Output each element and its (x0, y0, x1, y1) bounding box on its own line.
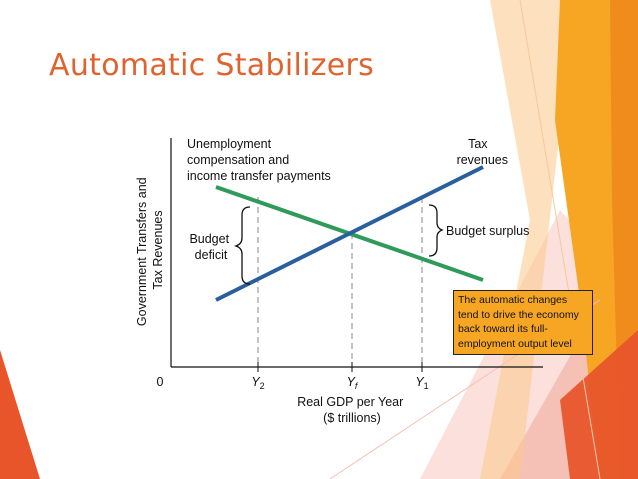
budget-deficit-line-2: deficit (195, 248, 228, 262)
x-axis-label-line-1: Real GDP per Year (297, 395, 403, 409)
x-axis-label-line-2: ($ trillions) (323, 411, 381, 425)
tick-label-yf: Yf (347, 375, 359, 391)
budget-deficit-line-1: Budget (189, 232, 229, 246)
callout-box: The automatic changes tend to drive the … (453, 290, 593, 355)
transfers-label-line-2: compensation and (187, 153, 289, 167)
origin-label: 0 (157, 375, 164, 389)
tax-label-line-1: Tax (468, 137, 488, 151)
red-bottom-corner (560, 330, 638, 479)
budget-surplus-brace (428, 204, 444, 257)
red-left-corner (0, 350, 40, 479)
tick-label-y1: Y1 (415, 375, 428, 391)
transfers-label: Unemployment compensation and income tra… (187, 137, 331, 183)
tax-revenues-line (215, 165, 484, 302)
tick-label-y2: Y2 (251, 375, 264, 391)
tax-revenues-label: Tax revenues (457, 137, 508, 167)
budget-deficit-label: Budget deficit (189, 232, 232, 262)
x-axis-label: Real GDP per Year ($ trillions) (297, 395, 407, 425)
thin-diagonal-line-b (519, 0, 601, 479)
y-axis-label-line-2: Tax Revenues (151, 210, 165, 289)
transfers-label-line-3: income transfer payments (187, 169, 331, 183)
y-axis-label-line-1: Government Transfers and (135, 177, 149, 326)
transfers-label-line-1: Unemployment (187, 137, 272, 151)
budget-surplus-label: Budget surplus (446, 224, 529, 238)
slide-title: Automatic Stabilizers (49, 48, 375, 83)
y-axis-label: Government Transfers and Tax Revenues (135, 174, 165, 326)
tax-label-line-2: revenues (457, 153, 508, 167)
budget-deficit-brace (233, 206, 251, 285)
